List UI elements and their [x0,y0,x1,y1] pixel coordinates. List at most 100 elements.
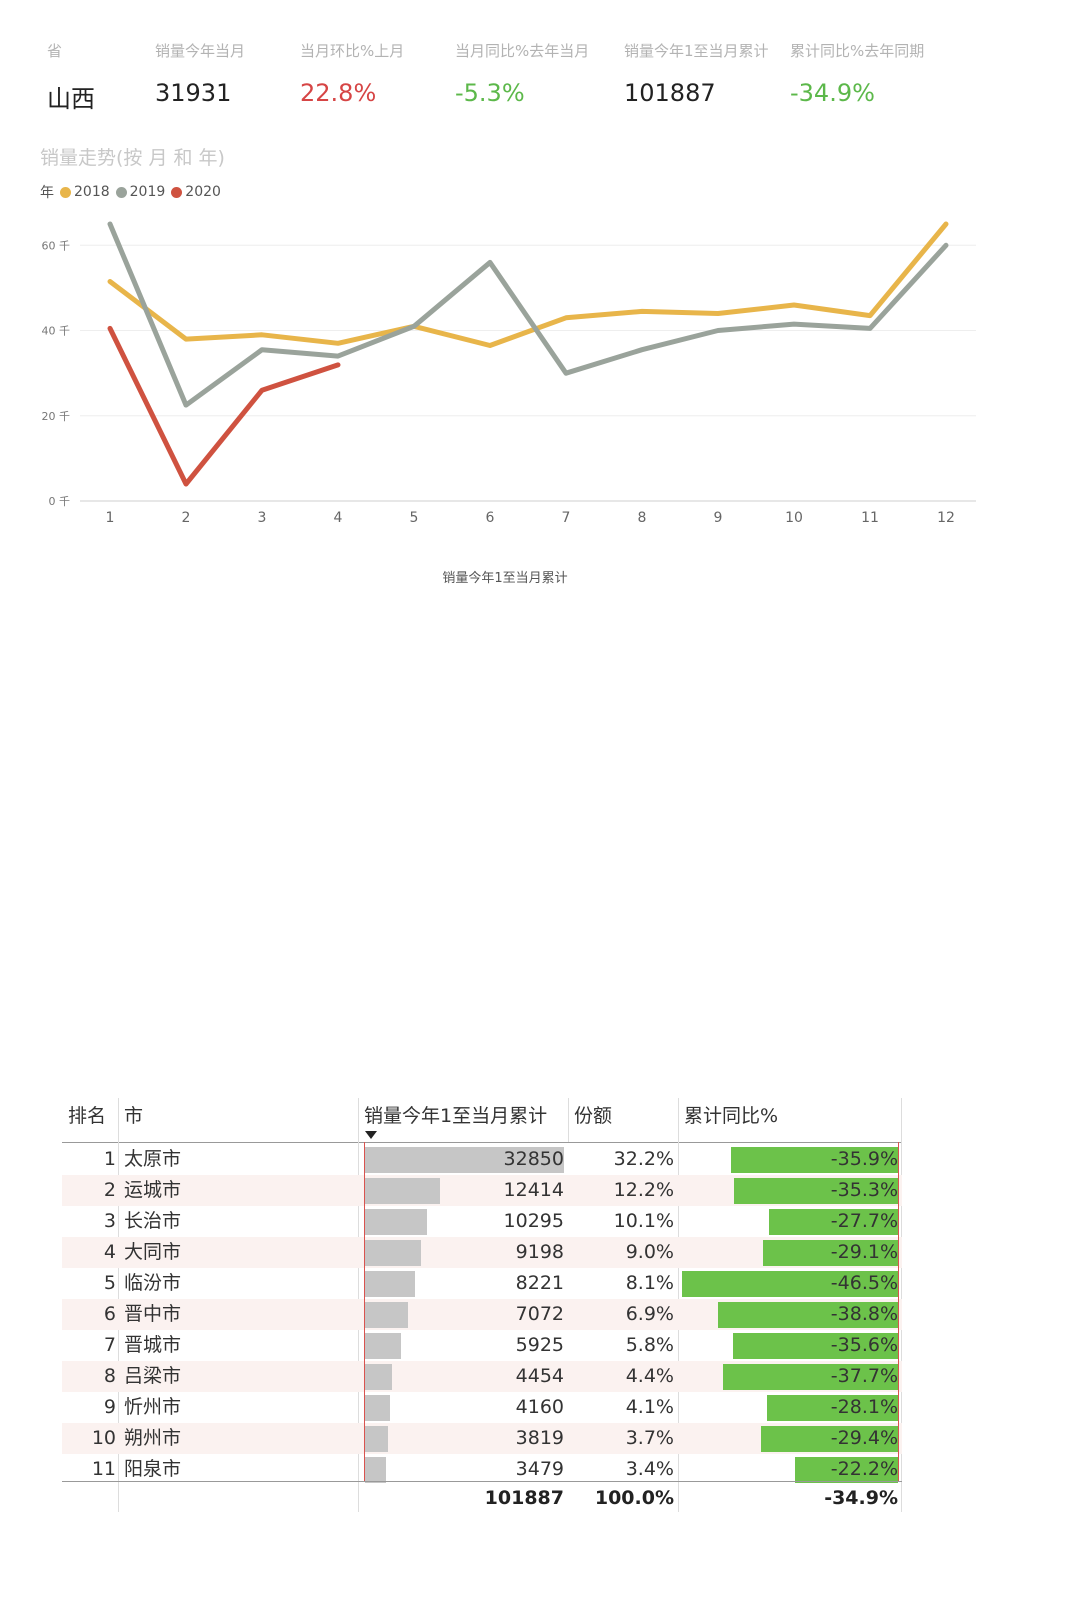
yoy-bar-baseline [898,1142,899,1482]
row-share: 12.2% [613,1179,674,1201]
y-tick-label: 0 千 [49,495,71,508]
table-row[interactable]: 10 朔州市 3819 3.7% -29.4% [62,1423,902,1454]
x-tick-label: 5 [410,510,419,526]
value-bar-baseline [364,1142,365,1482]
value-bar [365,1426,388,1452]
row-city: 晋中市 [124,1303,182,1325]
yoy-bar [718,1302,898,1328]
x-tick-label: 1 [106,510,115,526]
total-row: 101887 100.0% -34.9% [62,1483,902,1514]
row-value: 4454 [515,1365,564,1387]
table-row[interactable]: 3 长治市 10295 10.1% -27.7% [62,1206,902,1237]
x-tick-label: 7 [562,510,571,526]
table-row[interactable]: 1 太原市 32850 32.2% -35.9% [62,1144,902,1175]
table-row[interactable]: 5 临汾市 8221 8.1% -46.5% [62,1268,902,1299]
yoy-bar [733,1333,898,1359]
row-city: 吕梁市 [124,1365,182,1387]
row-yoy: -28.1% [830,1396,898,1418]
table-row[interactable]: 2 运城市 12414 12.2% -35.3% [62,1175,902,1206]
row-share: 4.4% [625,1365,674,1387]
value-bar [365,1333,401,1359]
row-yoy: -37.7% [830,1365,898,1387]
value-bar [365,1147,564,1173]
total-divider [62,1481,902,1482]
x-tick-label: 12 [937,510,955,526]
value-bar [365,1240,421,1266]
city-ranking-table: 排名 市 销量今年1至当月累计 份额 累计同比% 1 太原市 32850 32.2% -… [62,1098,902,1512]
yoy-bar [763,1240,898,1266]
series-line-2018[interactable] [107,221,949,348]
row-rank: 10 [91,1427,116,1449]
legend-item-2018[interactable]: 2018 [60,184,110,200]
yoy-bar [767,1395,898,1421]
table-row[interactable]: 8 吕梁市 4454 4.4% -37.7% [62,1361,902,1392]
series-line-2020[interactable] [107,325,341,487]
row-share: 3.4% [625,1458,674,1480]
shanxi-map[interactable] [0,590,1010,1060]
row-rank: 5 [103,1272,116,1294]
row-share: 3.7% [625,1427,674,1449]
header-divider [62,1142,902,1143]
table-row[interactable]: 6 晋中市 7072 6.9% -38.8% [62,1299,902,1330]
chart-legend[interactable]: 年 2018 2019 2020 [40,182,221,202]
row-share: 4.1% [625,1396,674,1418]
yoy-bar [761,1426,898,1452]
table-row[interactable]: 7 晋城市 5925 5.8% -35.6% [62,1330,902,1361]
row-rank: 1 [103,1148,116,1170]
table-row[interactable]: 11 阳泉市 3479 3.4% -22.2% [62,1454,902,1485]
y-tick-label: 60 千 [42,239,71,252]
legend-dot-2020 [171,186,183,198]
col-header-yoy[interactable]: 累计同比% [684,1105,779,1127]
legend-item-2020[interactable]: 2020 [171,184,221,200]
kpi-ytd-sales: 销量今年1至当月累计 101887 [624,40,769,107]
yoy-bar [682,1271,898,1297]
row-value: 5925 [515,1334,564,1356]
row-value: 12414 [503,1179,564,1201]
row-value: 32850 [503,1148,564,1170]
trend-chart[interactable]: 0 千20 千40 千60 千1 2 3 4 5 6 7 8 9 10 11 12 [0,200,1010,540]
col-header-value[interactable]: 销量今年1至当月累计 [364,1105,548,1127]
row-yoy: -29.4% [830,1427,898,1449]
table-row[interactable]: 4 大同市 9198 9.0% -29.1% [62,1237,902,1268]
table-row[interactable]: 9 忻州市 4160 4.1% -28.1% [62,1392,902,1423]
kpi-yoy-month-value: -5.3% [455,79,525,107]
total-share: 100.0% [594,1487,674,1509]
row-value: 3819 [515,1427,564,1449]
total-yoy: -34.9% [824,1487,898,1509]
row-city: 运城市 [124,1179,182,1201]
col-header-share[interactable]: 份额 [574,1105,613,1127]
x-tick-label: 8 [638,510,647,526]
x-tick-label: 6 [486,510,495,526]
y-tick-label: 40 千 [42,325,71,338]
legend-label-2018: 2018 [74,184,110,200]
row-yoy: -35.6% [830,1334,898,1356]
yoy-bar [795,1457,898,1483]
row-rank: 4 [103,1241,116,1263]
x-tick-label: 11 [861,510,879,526]
row-share: 9.0% [625,1241,674,1263]
value-bar [365,1395,390,1421]
kpi-ytd-sales-label: 销量今年1至当月累计 [624,42,769,60]
series-line-2019[interactable] [107,221,949,408]
x-tick-label: 3 [258,510,267,526]
col-header-rank[interactable]: 排名 [68,1105,107,1127]
row-city: 临汾市 [124,1272,182,1294]
row-city: 长治市 [124,1210,182,1232]
sort-desc-icon[interactable] [365,1131,377,1139]
kpi-ytd-yoy: 累计同比%去年同期 -34.9% [790,40,924,107]
legend-item-2019[interactable]: 2019 [115,184,165,200]
row-yoy: -22.2% [830,1458,898,1480]
map-title: 销量今年1至当月累计 [442,571,568,586]
row-city: 朔州市 [124,1427,182,1449]
yoy-bar [731,1147,898,1173]
row-rank: 11 [91,1458,116,1480]
kpi-province-label: 省 [47,42,63,60]
row-share: 10.1% [613,1210,674,1232]
row-yoy: -38.8% [830,1303,898,1325]
col-header-city[interactable]: 市 [124,1105,144,1127]
legend-title: 年 [40,185,54,201]
legend-label-2020: 2020 [185,184,221,200]
yoy-bar [723,1364,898,1390]
row-value: 8221 [515,1272,564,1294]
kpi-month-sales-label: 销量今年当月 [155,42,246,60]
